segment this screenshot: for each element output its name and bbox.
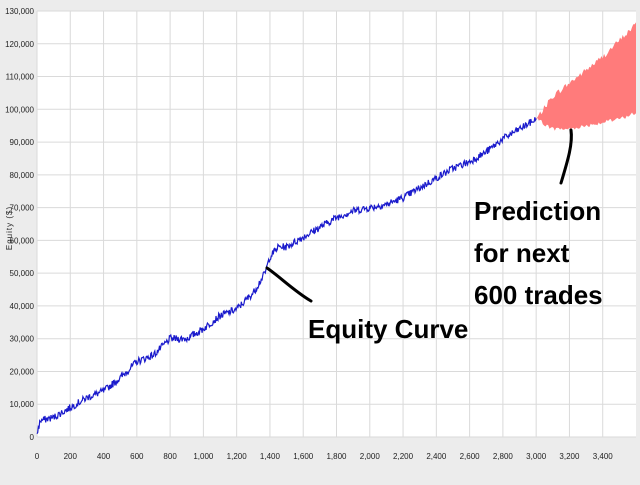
equity-line-layer	[36, 117, 537, 435]
prediction-annotation-line-1: Prediction	[474, 196, 601, 226]
x-tick-label: 1,800	[326, 452, 347, 461]
y-tick-label: 120,000	[5, 40, 34, 49]
x-tick-label: 2,400	[426, 452, 447, 461]
x-tick-label: 1,000	[193, 452, 214, 461]
prediction-band	[536, 22, 636, 131]
equity-curve-pointer	[265, 266, 313, 303]
x-tick-label: 1,400	[260, 452, 281, 461]
x-tick-label: 1,600	[293, 452, 314, 461]
prediction-pointer	[559, 128, 573, 185]
x-tick-label: 200	[64, 452, 78, 461]
y-tick-label: 20,000	[10, 367, 35, 376]
y-tick-label: 60,000	[10, 236, 35, 245]
x-tick-label: 3,400	[593, 452, 614, 461]
y-tick-label: 130,000	[5, 7, 34, 16]
y-tick-layer: 0 10,000 20,000 30,000 40,000 50,000 60,000 70,…	[5, 7, 34, 442]
x-tick-label: 3,000	[526, 452, 547, 461]
x-tick-label: 2,800	[493, 452, 514, 461]
prediction-annotation-line-3: 600 trades	[474, 280, 603, 310]
x-tick-label: 1,200	[227, 452, 248, 461]
x-tick-label: 3,200	[559, 452, 580, 461]
prediction-annotation-line-2: for next	[474, 238, 570, 268]
y-tick-label: 80,000	[10, 171, 35, 180]
x-tick-label: 400	[97, 452, 111, 461]
y-tick-label: 40,000	[10, 302, 35, 311]
prediction-band-layer	[536, 22, 636, 131]
y-axis-title: Equity ($)	[5, 206, 14, 250]
x-tick-label: 2,600	[460, 452, 481, 461]
y-tick-label: 30,000	[10, 335, 35, 344]
y-tick-label: 70,000	[10, 204, 35, 213]
y-tick-label: 10,000	[10, 400, 35, 409]
y-tick-label: 110,000	[6, 73, 35, 82]
equity-line	[36, 117, 537, 435]
x-tick-label: 2,000	[360, 452, 381, 461]
y-tick-label: 0	[30, 433, 35, 442]
y-tick-label: 90,000	[10, 138, 35, 147]
equity-curve-annotation: Equity Curve	[308, 314, 468, 344]
x-tick-label: 0	[35, 452, 40, 461]
grid-layer	[36, 10, 636, 438]
x-tick-label: 800	[163, 452, 177, 461]
x-tick-label: 600	[130, 452, 144, 461]
y-tick-label: 50,000	[10, 269, 35, 278]
x-tick-layer: 0 200 400 600 800 1,000 1,200 1,400 1,600 1,800 2,…	[35, 452, 614, 461]
x-tick-label: 2,200	[393, 452, 414, 461]
y-tick-label: 100,000	[5, 105, 34, 114]
